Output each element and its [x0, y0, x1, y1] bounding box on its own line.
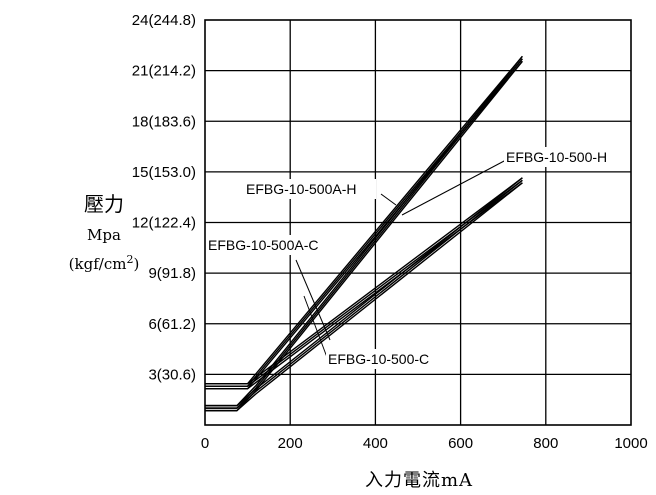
- plot-frame: [204, 19, 632, 426]
- annotation-leader: [303, 295, 329, 361]
- x-tick-label: 0: [201, 435, 209, 452]
- y-axis-label-kgf-sup: 2: [126, 253, 133, 266]
- y-axis-label-unit: Mpa: [87, 226, 121, 244]
- annotation-label: EFBG-10-500-C: [328, 351, 429, 367]
- y-tick-label: 6(61.2): [148, 316, 196, 333]
- y-tick-label: 9(91.8): [148, 265, 196, 282]
- series-lines: [205, 55, 523, 412]
- annotation-label-bg: [244, 179, 376, 199]
- annotation-label-bg: [504, 147, 626, 167]
- annotation-label-bg: [206, 235, 340, 255]
- annotation-label: EFBG-10-500A-H: [246, 181, 356, 197]
- series-line: [205, 179, 523, 387]
- x-axis-label: 入力電流mA: [365, 470, 473, 491]
- y-axis-label-kgf: (kgf/cm2): [69, 253, 140, 273]
- series-line: [205, 60, 523, 390]
- series-line: [205, 182, 523, 390]
- y-tick-label: 12(122.4): [132, 215, 196, 232]
- annotation-leader: [295, 259, 331, 341]
- y-tick-label: 21(214.2): [132, 63, 196, 80]
- y-tick-label: 3(30.6): [148, 366, 196, 383]
- y-tick-labels: 3(30.6) 6(61.2) 9(91.8) 12(122.4) 15(153.0) 1…: [132, 12, 196, 383]
- y-tick-label: 24(244.8): [132, 12, 196, 29]
- annotation-label: EFBG-10-500-H: [506, 149, 607, 165]
- series-line: [205, 182, 523, 412]
- y-tick-label: 15(153.0): [132, 164, 196, 181]
- annotation-leader: [380, 193, 397, 206]
- y-axis-label-kgf-suffix: ): [133, 255, 139, 273]
- annotation-leaders: [295, 159, 507, 361]
- y-axis-label-kgf-prefix: (kgf/cm: [69, 255, 127, 273]
- annotation-labels: EFBG-10-500A-H EFBG-10-500-H EFBG-10-500A-…: [206, 147, 626, 369]
- series-line: [205, 179, 523, 409]
- x-tick-label: 800: [533, 435, 558, 452]
- x-tick-label: 1000: [614, 435, 647, 452]
- y-axis-label-kanji: 壓力: [84, 192, 124, 216]
- annotation-label: EFBG-10-500A-C: [208, 237, 318, 253]
- annotation-leader: [401, 159, 507, 216]
- x-tick-label: 200: [278, 435, 303, 452]
- x-tick-labels: 0 200 400 600 800 1000: [201, 435, 648, 452]
- series-line: [205, 177, 523, 407]
- series-line: [205, 177, 523, 385]
- x-tick-label: 600: [448, 435, 473, 452]
- grid-lines: [205, 20, 631, 425]
- x-tick-label: 400: [363, 435, 388, 452]
- y-tick-label: 18(183.6): [132, 113, 196, 130]
- annotation-label-bg: [326, 349, 450, 369]
